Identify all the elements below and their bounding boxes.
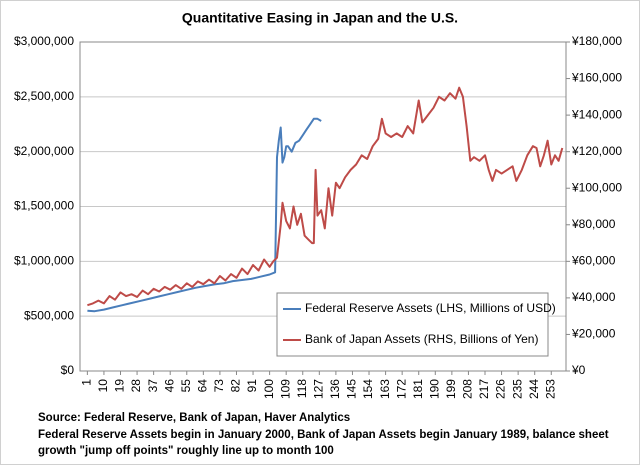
y2-tick-label: ¥140,000 (571, 107, 622, 121)
legend-label: Federal Reserve Assets (LHS, Millions of… (305, 301, 556, 315)
x-tick-label: 208 (461, 379, 475, 399)
x-tick-label: 172 (394, 379, 408, 399)
x-tick-label: 91 (245, 379, 259, 393)
x-tick-label: 19 (113, 379, 127, 393)
y2-tick-label: ¥20,000 (571, 327, 616, 341)
y2-tick-label: ¥80,000 (571, 217, 616, 231)
x-tick-label: 1 (80, 379, 94, 386)
note: Federal Reserve Assets begin in January … (38, 429, 609, 441)
y-tick-label: $3,000,000 (14, 34, 74, 48)
x-tick-label: 46 (162, 379, 176, 393)
y2-tick-label: ¥60,000 (571, 254, 616, 268)
x-tick-label: 10 (96, 379, 110, 393)
x-tick-label: 28 (129, 379, 143, 393)
x-tick-label: 37 (146, 379, 160, 393)
source-note: Source: Federal Reserve, Bank of Japan, … (38, 412, 350, 424)
x-tick-label: 118 (295, 379, 309, 398)
y-tick-label: $1,000,000 (14, 254, 74, 268)
x-tick-label: 145 (345, 379, 359, 399)
x-tick-label: 127 (311, 379, 325, 399)
y2-tick-label: ¥40,000 (571, 290, 616, 304)
y-tick-label: $0 (61, 363, 75, 377)
note: growth "jump off points" roughly line up… (38, 445, 334, 457)
chart-title: Quantitative Easing in Japan and the U.S… (182, 10, 458, 26)
x-tick-label: 244 (527, 379, 541, 399)
y-tick-label: $2,000,000 (14, 144, 74, 158)
y-tick-label: $2,500,000 (14, 89, 74, 103)
x-tick-label: 199 (444, 379, 458, 399)
x-tick-label: 253 (543, 379, 557, 399)
y-tick-label: $1,500,000 (14, 199, 74, 213)
y-tick-label: $500,000 (24, 308, 74, 322)
legend-box (276, 292, 549, 357)
x-tick-label: 163 (378, 379, 392, 399)
series-line (87, 86, 564, 307)
x-tick-label: 73 (212, 379, 226, 393)
y2-tick-label: ¥100,000 (571, 180, 622, 194)
y2-tick-label: ¥0 (571, 363, 586, 377)
x-tick-label: 64 (196, 379, 210, 393)
x-tick-label: 226 (494, 379, 508, 399)
y2-tick-label: ¥120,000 (571, 144, 622, 158)
x-tick-label: 136 (328, 379, 342, 399)
x-tick-label: 82 (229, 379, 243, 393)
y2-tick-label: ¥180,000 (571, 34, 622, 48)
x-tick-label: 190 (427, 379, 441, 399)
series-line (87, 117, 322, 313)
x-tick-label: 235 (510, 379, 524, 399)
x-tick-label: 154 (361, 379, 375, 399)
legend-label: Bank of Japan Assets (RHS, Billions of Y… (305, 332, 538, 346)
y2-tick-label: ¥160,000 (571, 71, 622, 85)
plot-frame (79, 41, 567, 372)
x-tick-label: 217 (477, 379, 491, 399)
x-tick-label: 100 (262, 379, 276, 399)
x-tick-label: 109 (278, 379, 292, 399)
x-tick-label: 55 (179, 379, 193, 393)
x-tick-label: 181 (411, 379, 425, 399)
